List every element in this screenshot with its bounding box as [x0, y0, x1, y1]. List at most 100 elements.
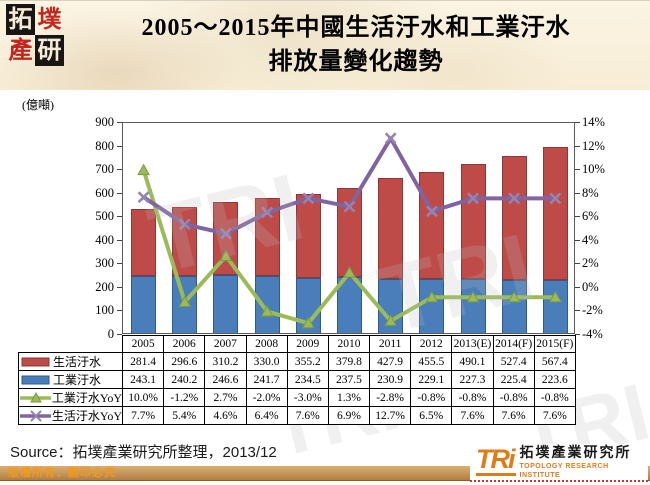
right-axis-tick-label: 8% — [582, 185, 599, 200]
marker-triangle-icon — [137, 163, 150, 176]
table-value-cell: -0.8% — [451, 388, 494, 407]
left-axis-tick — [117, 169, 122, 171]
table-value-cell: 567.4 — [533, 352, 576, 371]
title-line-2: 排放量變化趨勢 — [268, 49, 444, 75]
right-axis-tick — [575, 145, 580, 147]
bar-domestic-sewage — [172, 206, 198, 277]
right-axis-tick-label: 10% — [582, 162, 605, 177]
right-axis-tick — [575, 169, 580, 171]
header-band: 拓 墣 產 研 2005～2015年中國生活汙水和工業汙水 排放量變化趨勢 — [0, 0, 650, 90]
table-value-cell: 1.3% — [327, 388, 371, 407]
chart-plot-area — [122, 122, 575, 334]
logo-char: 產 — [8, 37, 33, 64]
left-axis-tick-label: 0 — [107, 327, 114, 341]
table-value-cell: 7.6% — [286, 406, 329, 425]
left-axis-tick — [117, 334, 122, 335]
right-axis-tick-label: 0% — [582, 279, 599, 294]
table-value-cell: 427.9 — [369, 352, 412, 371]
table-value-cell: 490.1 — [451, 352, 494, 371]
right-axis-tick-label: -2% — [582, 303, 603, 318]
table-value-cell: -2.0% — [245, 388, 288, 407]
legend-swatch-icon — [21, 375, 50, 384]
table-value-cell: -3.0% — [286, 388, 329, 407]
left-axis-tick-label: 900 — [95, 115, 114, 129]
table-value-cell: 7.6% — [533, 406, 576, 425]
left-axis-tick — [117, 239, 122, 241]
left-axis-unit-label: (億噸) — [22, 98, 54, 112]
table-value-cell: 455.5 — [410, 352, 453, 371]
bar-domestic-sewage — [419, 171, 445, 280]
right-axis-tick — [575, 334, 580, 335]
table-row: 生活汙水YoY 7.7% 5.4% 4.6% 6.4% 7.6% 6.9% 12.7% 6.5%… — [18, 406, 576, 425]
table-value-cell: 6.9% — [327, 406, 371, 425]
table-value-cell: 330.0 — [245, 352, 288, 371]
right-axis-tick-label: 6% — [582, 209, 599, 224]
table-value-cell: -0.8% — [410, 388, 453, 407]
right-axis-tick-label: 2% — [582, 256, 599, 271]
bar-domestic-sewage — [501, 155, 527, 280]
bar-industrial-wastewater — [419, 279, 445, 333]
table-series-label: 工業汙水 — [18, 370, 123, 389]
table-value-cell: 243.1 — [121, 370, 165, 389]
table-value-cell: 281.4 — [121, 352, 165, 371]
right-axis-tick — [575, 239, 580, 241]
company-logo: 拓 墣 產 研 — [6, 4, 64, 66]
bar-domestic-sewage — [131, 209, 157, 276]
bar-industrial-wastewater — [337, 277, 362, 333]
bar-industrial-wastewater — [131, 275, 157, 333]
bar-domestic-sewage — [378, 177, 404, 279]
table-year-header: 2015(F) — [533, 335, 576, 353]
tri-logo-chinese-name: 拓墣產業研究所 — [519, 446, 632, 461]
table-value-cell: 527.4 — [492, 352, 535, 371]
bar-industrial-wastewater — [378, 278, 404, 333]
bar-industrial-wastewater — [295, 277, 321, 333]
bar-industrial-wastewater — [213, 274, 239, 333]
bar-domestic-sewage — [213, 201, 239, 275]
right-axis-tick — [575, 286, 580, 288]
table-value-cell: 229.1 — [410, 370, 453, 389]
tri-logo-acronym: TRi — [476, 444, 516, 476]
table-year-header: 2009 — [286, 335, 329, 353]
bar-domestic-sewage — [460, 164, 486, 280]
series-name: 生活汙水YoY — [51, 409, 122, 423]
bar-industrial-wastewater — [254, 276, 280, 333]
table-year-header: 2012 — [410, 335, 453, 353]
table-series-label: 生活汙水YoY — [18, 406, 123, 425]
bar-industrial-wastewater — [172, 276, 198, 333]
page-title: 2005～2015年中國生活汙水和工業汙水 排放量變化趨勢 — [70, 11, 642, 79]
bar-industrial-wastewater — [460, 279, 486, 333]
table-year-header: 2007 — [204, 335, 247, 353]
table-value-cell: 4.6% — [204, 406, 247, 425]
left-axis-tick-label: 400 — [95, 232, 114, 247]
series-name: 工業汙水 — [53, 373, 102, 387]
left-axis-tick-label: 200 — [95, 279, 114, 294]
table-value-cell: 230.9 — [369, 370, 412, 389]
table-year-header: 2008 — [245, 335, 288, 353]
bar-domestic-sewage — [254, 198, 280, 277]
table-year-header: 2006 — [163, 335, 206, 353]
right-axis-tick — [575, 263, 580, 265]
bar-industrial-wastewater — [542, 280, 568, 333]
table-value-cell: -1.2% — [163, 388, 206, 407]
left-axis-tick — [117, 192, 122, 194]
table-value-cell: 6.5% — [410, 406, 453, 425]
table-series-label: 生活汙水 — [18, 352, 123, 371]
table-value-cell: 227.3 — [451, 370, 494, 389]
table-value-cell: 7.7% — [121, 406, 165, 425]
table-value-cell: 237.5 — [327, 370, 371, 389]
table-value-cell: 296.6 — [163, 352, 206, 371]
left-axis-tick-label: 600 — [95, 185, 114, 200]
left-axis-tick-label: 700 — [95, 162, 114, 177]
table-row: 生活汙水 281.4 296.6 310.2 330.0 355.2 379.8 427.9 4… — [18, 352, 576, 371]
table-value-cell: 310.2 — [204, 352, 247, 371]
legend-line-x-icon — [20, 409, 51, 422]
table-row: 工業汙水 243.1 240.2 246.6 241.7 234.5 237.5 230.9 2… — [18, 370, 576, 389]
table-row: 工業汙水YoY 10.0% -1.2% 2.7% -2.0% -3.0% 1.3% -2.8%… — [18, 388, 576, 407]
table-value-cell: -0.8% — [492, 388, 535, 407]
left-axis-tick — [117, 286, 122, 288]
table-value-cell: 6.4% — [245, 406, 288, 425]
table-value-cell: -0.8% — [533, 388, 576, 407]
copyright-text: 版權所有．翻印必究 — [8, 467, 116, 479]
bar-domestic-sewage — [295, 194, 321, 278]
